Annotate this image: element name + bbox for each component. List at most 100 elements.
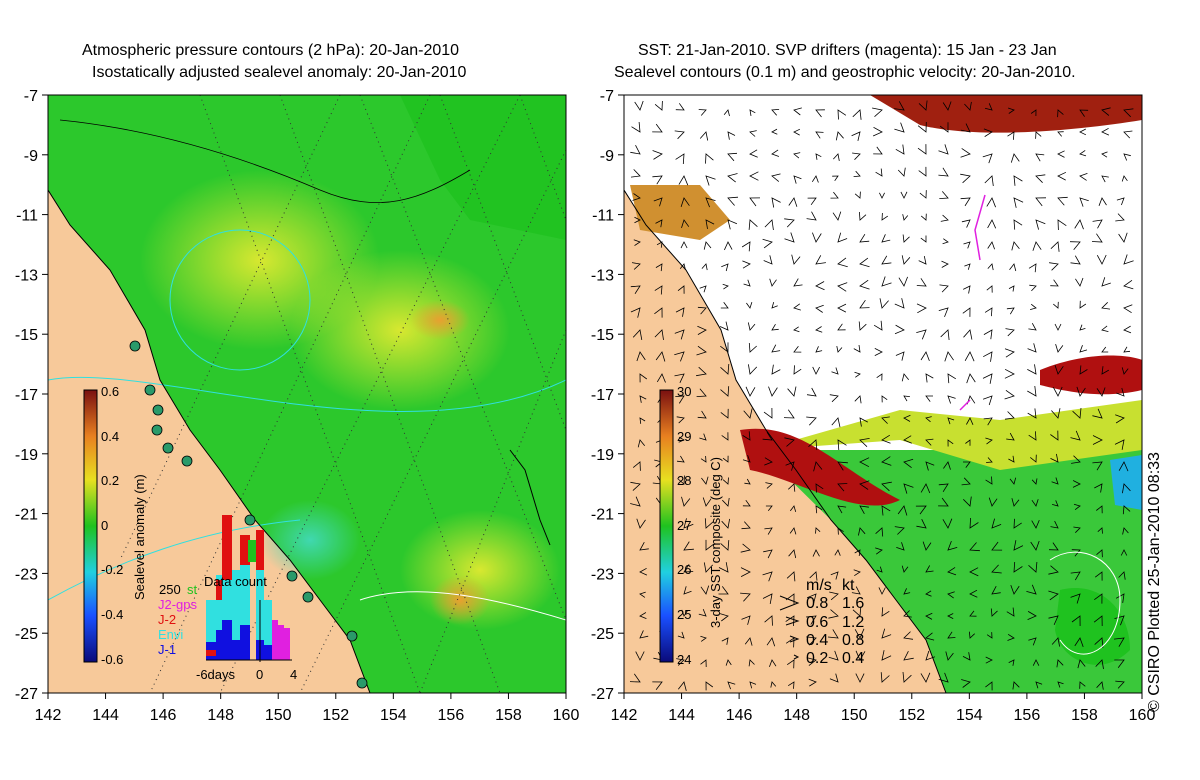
velocity-vector-135 — [1074, 219, 1084, 230]
velocity-vector-377 — [837, 461, 848, 471]
velocity-vector-53 — [793, 152, 801, 159]
sst-hot-north — [870, 95, 1142, 133]
velocity-vector-197 — [916, 278, 927, 287]
velocity-vector-571 — [1051, 637, 1060, 647]
right-x-ticks: 142 144 146 148 150 152 154 156 158 160 — [611, 693, 1155, 724]
velocity-vector-442 — [741, 521, 751, 530]
velocity-vector-145 — [784, 232, 795, 243]
velocity-vector-63 — [1010, 153, 1020, 163]
velocity-vector-324 — [676, 416, 685, 424]
velocity-vector-611 — [920, 672, 931, 683]
velocity-vector-350 — [742, 431, 751, 441]
velocity-vector-546 — [1006, 607, 1015, 617]
velocity-vector-19 — [1057, 109, 1064, 118]
velocity-vector-465 — [740, 543, 751, 553]
velocity-vector-12 — [894, 101, 905, 111]
velocity-vector-582 — [786, 659, 795, 669]
velocity-vector-263 — [853, 344, 861, 353]
velocity-vector-244 — [940, 329, 950, 341]
velocity-vector-399 — [815, 483, 824, 493]
velocity-vector-243 — [916, 329, 927, 340]
velocity-vector-170 — [837, 257, 848, 268]
velocity-vector-273 — [1079, 345, 1088, 353]
velocity-vector-50 — [727, 152, 738, 162]
velocity-vector-40 — [1007, 131, 1015, 140]
velocity-vector-163 — [679, 263, 686, 270]
right-x-tick-6: 154 — [956, 707, 983, 724]
velocity-vector-128 — [920, 213, 927, 221]
velocity-vector-619 — [1096, 681, 1104, 690]
velocity-vector-288 — [901, 373, 910, 382]
velocity-vector-534 — [741, 615, 751, 625]
velocity-vector-552 — [639, 630, 649, 639]
velocity-vector-454 — [1013, 518, 1022, 529]
velocity-vector-34 — [872, 126, 883, 137]
velocity-vector-428 — [938, 497, 949, 507]
left-y-tick-1: -9 — [24, 148, 38, 165]
velocity-vector-26 — [699, 131, 709, 141]
velocity-vector-62 — [982, 153, 993, 164]
left-y-ticks: -7 -9 -11 -13 -15 -17 -19 -21 -23 -25 -27 — [15, 88, 48, 703]
velocity-vector-9 — [837, 109, 847, 120]
velocity-vector-439 — [683, 518, 694, 529]
velocity-vector-573 — [1094, 637, 1104, 648]
velocity-vector-280 — [720, 363, 730, 375]
velocity-vector-80 — [875, 168, 883, 177]
left-map — [48, 95, 566, 693]
velocity-vector-136 — [1092, 219, 1103, 229]
velocity-vector-572 — [1074, 637, 1084, 648]
velocity-vector-517 — [878, 587, 886, 595]
velocity-vector-131 — [987, 219, 997, 229]
left-cbar-tick-5: -0.4 — [101, 607, 123, 622]
velocity-vector-614 — [985, 681, 993, 691]
velocity-vector-113 — [1098, 197, 1107, 206]
velocity-vector-321 — [1116, 387, 1125, 397]
velocity-vector-599 — [652, 681, 663, 690]
velocity-vector-468 — [812, 549, 820, 557]
velocity-vector-512 — [762, 593, 773, 604]
pressure-contour-a — [169, 229, 311, 371]
left-y-tick-5: -17 — [15, 387, 38, 404]
velocity-vector-544 — [969, 610, 977, 617]
velocity-vector-219 — [894, 298, 905, 309]
velocity-vector-232 — [674, 329, 685, 340]
velocity-vector-134 — [1057, 219, 1067, 231]
velocity-vector-570 — [1028, 637, 1037, 646]
velocity-vector-127 — [902, 214, 909, 221]
velocity-vector-379 — [881, 456, 892, 466]
velocity-vector-139 — [656, 241, 663, 248]
velocity-vector-49 — [705, 153, 714, 164]
velocity-vector-252 — [1123, 325, 1132, 334]
velocity-vector-566 — [947, 631, 956, 639]
velocity-vector-496 — [925, 565, 934, 573]
velocity-vector-605 — [787, 681, 795, 689]
velocity-vector-130 — [961, 219, 971, 228]
velocity-vector-10 — [852, 109, 862, 120]
velocity-vector-600 — [677, 681, 687, 692]
velocity-vector-479 — [1048, 542, 1059, 551]
velocity-vector-453 — [991, 518, 1002, 529]
velocity-vector-228 — [1101, 302, 1111, 310]
velocity-vector-555 — [700, 635, 707, 642]
velocity-vector-411 — [1072, 480, 1081, 488]
velocity-vector-513 — [785, 593, 795, 604]
velocity-vector-104 — [900, 191, 908, 199]
velocity-vector-220 — [916, 303, 927, 314]
velocity-vector-568 — [986, 632, 993, 639]
velocity-vector-261 — [815, 346, 823, 353]
velocity-vector-477 — [1013, 540, 1024, 551]
left-x-tick-0: 142 — [35, 707, 62, 724]
velocity-vector-119 — [727, 219, 738, 230]
velocity-vector-597 — [1114, 659, 1125, 668]
velocity-vector-370 — [676, 455, 685, 463]
velocity-vector-187 — [699, 285, 707, 293]
velocity-vector-329 — [783, 409, 795, 419]
sealevel-contour — [1049, 551, 1121, 655]
velocity-vector-108 — [986, 197, 996, 208]
velocity-vector-83 — [938, 167, 949, 177]
velocity-vector-316 — [1004, 389, 1015, 400]
velocity-vector-87 — [1035, 174, 1046, 183]
velocity-vector-464 — [720, 540, 730, 551]
velocity-vector-64 — [1035, 153, 1045, 162]
velocity-vector-413 — [1122, 483, 1131, 494]
